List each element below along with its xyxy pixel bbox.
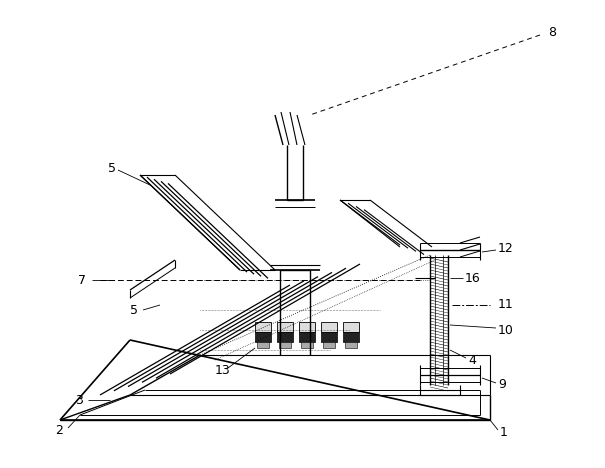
Text: 16: 16 [465, 271, 481, 285]
Text: 11: 11 [498, 299, 514, 312]
Bar [255, 322, 271, 332]
Text: 2: 2 [55, 424, 63, 437]
Bar [257, 342, 269, 348]
Text: 8: 8 [548, 25, 556, 38]
Text: 1: 1 [500, 425, 508, 439]
Text: 9: 9 [498, 379, 506, 392]
Text: 12: 12 [498, 241, 514, 255]
Bar [299, 322, 315, 332]
Text: 7: 7 [78, 273, 86, 286]
Bar [343, 332, 359, 342]
Bar [301, 342, 313, 348]
Bar [277, 322, 293, 332]
Text: 5: 5 [130, 304, 138, 316]
Text: 4: 4 [468, 353, 476, 366]
Bar [343, 322, 359, 332]
Bar [299, 332, 315, 342]
Bar [323, 342, 335, 348]
Text: 5: 5 [108, 161, 116, 175]
Bar [255, 332, 271, 342]
Bar [277, 332, 293, 342]
Bar [321, 332, 337, 342]
Text: 10: 10 [498, 323, 514, 336]
Text: 13: 13 [215, 364, 231, 376]
Bar [321, 322, 337, 332]
Bar [279, 342, 291, 348]
Bar [345, 342, 357, 348]
Text: 3: 3 [75, 394, 83, 407]
